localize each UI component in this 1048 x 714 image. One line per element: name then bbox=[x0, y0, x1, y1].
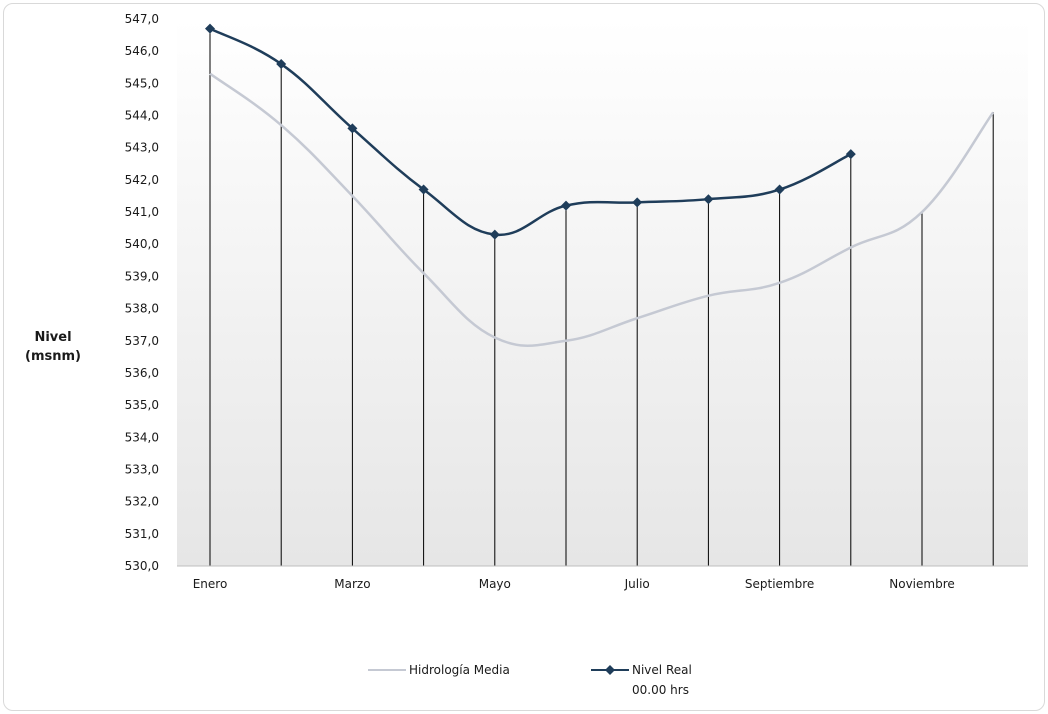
data-point-nivel-real[interactable] bbox=[276, 59, 287, 70]
y-axis-title-line2: (msnm) bbox=[25, 349, 81, 364]
y-tick-label: 540,0 bbox=[125, 237, 159, 251]
y-axis: 530,0 531,0 532,0 533,0 534,0 535,0 536,0 537,0… bbox=[125, 12, 159, 573]
series-group bbox=[205, 23, 995, 347]
chart-svg: 530,0 531,0 532,0 533,0 534,0 535,0 536,0 537,0… bbox=[25, 12, 1028, 697]
data-point-nivel-real[interactable] bbox=[205, 23, 215, 34]
x-tick-label: Noviembre bbox=[889, 577, 955, 591]
legend-label-nivel-real-line1: Nivel Real bbox=[632, 663, 692, 677]
y-tick-label: 541,0 bbox=[125, 205, 159, 219]
y-tick-label: 536,0 bbox=[125, 366, 159, 380]
y-tick-label: 535,0 bbox=[125, 398, 159, 412]
plot-background bbox=[177, 19, 1028, 566]
data-point-nivel-real[interactable] bbox=[774, 184, 785, 195]
y-tick-label: 542,0 bbox=[125, 173, 159, 187]
data-point-nivel-real[interactable] bbox=[347, 123, 358, 134]
legend-label-nivel-real-line2: 00.00 hrs bbox=[632, 683, 689, 697]
chart-panel: 530,0 531,0 532,0 533,0 534,0 535,0 536,0 537,0… bbox=[3, 3, 1045, 711]
series-line-nivel-real bbox=[209, 27, 852, 236]
data-point-nivel-real[interactable] bbox=[845, 149, 856, 160]
x-tick-label: Marzo bbox=[334, 577, 370, 591]
drop-lines bbox=[209, 28, 994, 566]
y-tick-label: 537,0 bbox=[125, 334, 159, 348]
legend-item-nivel-real[interactable]: Nivel Real 00.00 hrs bbox=[591, 663, 692, 697]
y-axis-title: Nivel (msnm) bbox=[25, 330, 81, 364]
data-point-nivel-real[interactable] bbox=[703, 194, 714, 205]
x-tick-label: Julio bbox=[624, 577, 650, 591]
y-tick-label: 533,0 bbox=[125, 462, 159, 476]
data-point-nivel-real[interactable] bbox=[632, 197, 643, 208]
y-tick-label: 546,0 bbox=[125, 44, 159, 58]
y-tick-label: 531,0 bbox=[125, 527, 159, 541]
y-tick-label: 532,0 bbox=[125, 495, 159, 509]
x-tick-label: Septiembre bbox=[745, 577, 814, 591]
legend: Hidrología Media Nivel Real 00.00 hrs bbox=[368, 663, 692, 697]
data-point-nivel-real[interactable] bbox=[489, 229, 500, 240]
legend-label-hidrologia-media: Hidrología Media bbox=[409, 663, 510, 677]
data-point-nivel-real[interactable] bbox=[418, 184, 429, 195]
y-tick-label: 539,0 bbox=[125, 269, 159, 283]
series-line-hidrologia-media bbox=[209, 72, 995, 347]
y-tick-label: 534,0 bbox=[125, 430, 159, 444]
y-tick-label: 544,0 bbox=[125, 109, 159, 123]
x-axis: Enero Marzo Mayo Julio Septiembre Noviembre bbox=[193, 577, 955, 591]
y-tick-label: 538,0 bbox=[125, 302, 159, 316]
data-point-nivel-real[interactable] bbox=[561, 200, 571, 211]
y-tick-label: 543,0 bbox=[125, 141, 159, 155]
y-tick-label: 547,0 bbox=[125, 12, 159, 26]
x-tick-label: Mayo bbox=[479, 577, 511, 591]
y-axis-title-line1: Nivel bbox=[34, 330, 71, 345]
legend-marker-nivel-real bbox=[605, 665, 615, 675]
y-tick-label: 545,0 bbox=[125, 76, 159, 90]
legend-item-hidrologia-media[interactable]: Hidrología Media bbox=[368, 663, 510, 677]
x-tick-label: Enero bbox=[193, 577, 228, 591]
y-tick-label: 530,0 bbox=[125, 559, 159, 573]
